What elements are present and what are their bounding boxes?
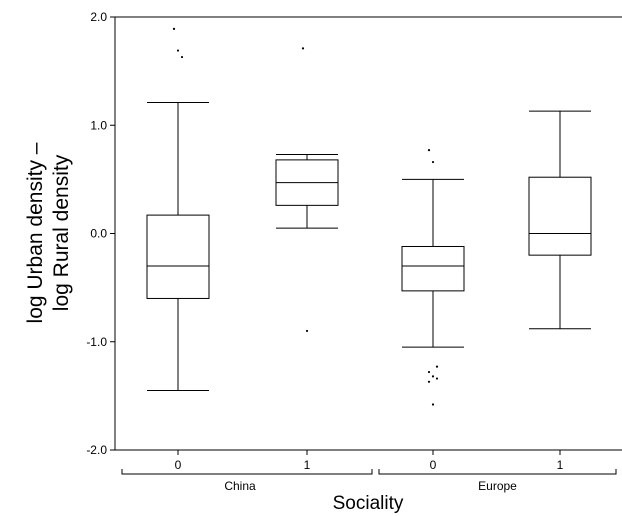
group-label-china: China bbox=[224, 479, 256, 493]
y-tick-label: 1.0 bbox=[90, 118, 107, 132]
iqr-box bbox=[146, 214, 210, 299]
y-tick-label: -2.0 bbox=[86, 443, 107, 457]
box-europe-0 bbox=[401, 149, 465, 406]
boxes bbox=[146, 27, 592, 406]
box-china-0 bbox=[146, 27, 210, 391]
y-axis: 2.0 1.0 0.0 -1.0 -2.0 bbox=[86, 10, 115, 457]
outlier-point bbox=[431, 160, 435, 164]
x-tick-label: 0 bbox=[175, 458, 182, 472]
x-tick-label: 1 bbox=[557, 458, 564, 472]
x-tick-label: 0 bbox=[430, 458, 437, 472]
outlier-point bbox=[427, 149, 431, 152]
iqr-box bbox=[528, 176, 592, 256]
y-axis-title-line2: log Rural density bbox=[50, 154, 73, 311]
box-europe-1 bbox=[528, 110, 592, 330]
outlier-point bbox=[427, 380, 431, 383]
y-tick-label: 0.0 bbox=[90, 227, 107, 241]
y-tick-label: 2.0 bbox=[90, 10, 107, 24]
outlier-point bbox=[172, 27, 176, 31]
outlier-point bbox=[435, 365, 439, 368]
outlier-point bbox=[431, 375, 435, 378]
box-china-1 bbox=[275, 47, 339, 333]
y-tick-label: -1.0 bbox=[86, 335, 107, 349]
outlier-point bbox=[427, 370, 431, 374]
x-axis-title: Sociality bbox=[333, 493, 404, 514]
iqr-box bbox=[401, 245, 465, 292]
group-bracket bbox=[378, 469, 617, 475]
outlier-point bbox=[305, 329, 309, 333]
group-label-europe: Europe bbox=[478, 479, 517, 493]
x-axis: 0 1 China 0 1 Europe bbox=[121, 450, 617, 493]
y-axis-title-line1: log Urban density – bbox=[24, 142, 47, 323]
group-bracket bbox=[121, 469, 373, 475]
outlier-point bbox=[431, 403, 435, 406]
outlier-point bbox=[180, 55, 184, 59]
x-tick-label: 1 bbox=[304, 458, 311, 472]
outlier-point bbox=[301, 47, 305, 50]
outlier-point bbox=[435, 377, 439, 380]
outlier-point bbox=[176, 49, 180, 52]
